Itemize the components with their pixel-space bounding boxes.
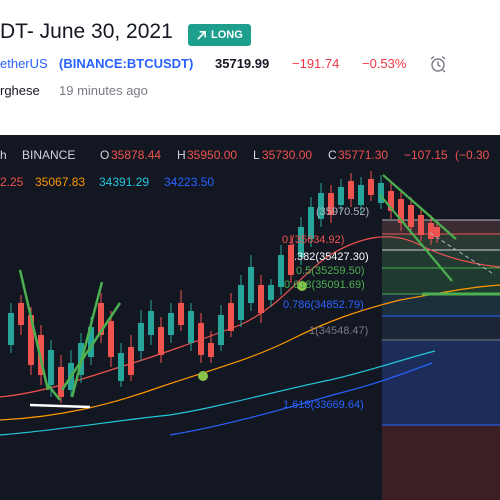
candle-body [278, 255, 284, 287]
candle-body [248, 267, 254, 303]
symbol-name-link[interactable]: etherUS [0, 56, 48, 71]
candle-body [228, 303, 234, 331]
legend-o-label: O [100, 148, 110, 162]
fib-zone-4 [382, 294, 500, 316]
fib-zone-3 [382, 268, 500, 294]
candle-body [128, 347, 134, 375]
candle-body [378, 183, 384, 203]
candle-body [398, 199, 404, 223]
legend-c-label: C [328, 148, 337, 162]
ma-value-cyan: 34391.29 [99, 175, 150, 189]
idea-title: DT- June 30, 2021 [0, 20, 173, 43]
ma-cyan-line [0, 350, 436, 436]
candle-body [28, 315, 34, 365]
fib-label: .382(35427.30) [294, 251, 369, 263]
candle-body [288, 245, 294, 275]
fib-zone-6 [382, 340, 500, 425]
candle-body [408, 205, 414, 227]
badge-label: LONG [211, 29, 243, 41]
arrow-up-right-icon [197, 30, 206, 40]
fib-label: 0.618(35091.69) [284, 279, 365, 291]
legend-low: 35730.00 [262, 148, 313, 162]
candle-body [88, 327, 94, 357]
candle-body [418, 215, 424, 235]
candle-body [218, 315, 224, 345]
candle-body [348, 181, 354, 199]
candle-body [98, 303, 104, 335]
fib-label: (35970.52) [316, 206, 370, 218]
signal-dot [198, 371, 208, 381]
candle-body [388, 191, 394, 211]
trendline-upper [382, 174, 457, 240]
candle-body [434, 227, 440, 237]
legend-change: −107.15 [404, 148, 448, 162]
ma-value-orange: 35067.83 [35, 175, 86, 189]
published-time: 19 minutes ago [59, 83, 148, 98]
candle-body [258, 285, 264, 313]
chart-canvas [0, 171, 500, 500]
candle-body [198, 323, 204, 355]
fib-zone-7 [382, 425, 500, 500]
v-pattern-drawing [18, 269, 122, 401]
candle-body [138, 323, 144, 351]
candle-body [178, 303, 184, 325]
legend-close: 35771.30 [338, 148, 389, 162]
last-price: 35719.99 [215, 56, 270, 71]
fib-label: 0.(35634.92) [282, 234, 345, 246]
fib-label: 1.618(33669.64) [283, 399, 364, 411]
candle-body [158, 327, 164, 355]
candle-body [298, 227, 304, 257]
fib-zone-1 [382, 234, 500, 250]
candle-body [358, 185, 364, 205]
candle-body [188, 311, 194, 343]
candle-body [148, 311, 154, 335]
fib-label: 0.5(35259.50) [296, 265, 365, 277]
idea-header: DT- June 30, 2021 LONG etherUS (BINANCE:… [0, 0, 500, 135]
support-line-drawing [29, 403, 91, 409]
price-change: −191.74 [292, 56, 340, 71]
candle-body [318, 193, 324, 219]
legend-l-label: L [253, 148, 260, 162]
legend-h-label: H [177, 148, 186, 162]
signal-dot [297, 281, 307, 291]
candle-body [368, 179, 374, 195]
legend-open: 35878.44 [111, 148, 162, 162]
price-change-percent: −0.53% [362, 56, 407, 71]
candle-body [268, 285, 274, 300]
price-chart[interactable]: h BINANCE O 35878.44 H 35950.00 L 35730.… [0, 135, 500, 500]
candle-body [18, 303, 24, 325]
legend-interval[interactable]: h [0, 148, 7, 162]
fib-label: 0.786(34852.79) [283, 299, 364, 311]
legend-high: 35950.00 [187, 148, 238, 162]
candle-body [328, 193, 334, 215]
candle-body [168, 313, 174, 335]
legend-change-pct: (−0.30 [455, 148, 490, 162]
fib-label: 1(34548.47) [309, 325, 369, 337]
ma-value-red: 2.25 [0, 175, 24, 189]
long-badge: LONG [188, 24, 251, 46]
fib-zone-2 [382, 250, 500, 268]
candlesticks [8, 171, 440, 403]
ma-value-blue: 34223.50 [164, 175, 215, 189]
candle-body [208, 343, 214, 357]
candle-body [118, 353, 124, 381]
candle-body [428, 223, 434, 239]
candle-body [338, 187, 344, 205]
candle-body [58, 367, 64, 397]
alarm-clock-icon[interactable] [428, 54, 448, 74]
fib-zones [382, 220, 500, 500]
projection-dashed-line [429, 232, 496, 276]
candle-body [8, 313, 14, 345]
candle-body [108, 321, 114, 357]
symbol-exchange-link[interactable]: (BINANCE:BTCUSDT) [59, 56, 194, 71]
candle-body [308, 207, 314, 239]
fib-zone-5 [382, 316, 500, 340]
author-name[interactable]: rghese [0, 83, 40, 98]
legend-exchange: BINANCE [22, 148, 76, 162]
candle-body [48, 350, 54, 385]
ma-blue-line [169, 362, 433, 436]
candle-body [238, 285, 244, 320]
trendline-lower [379, 194, 453, 282]
